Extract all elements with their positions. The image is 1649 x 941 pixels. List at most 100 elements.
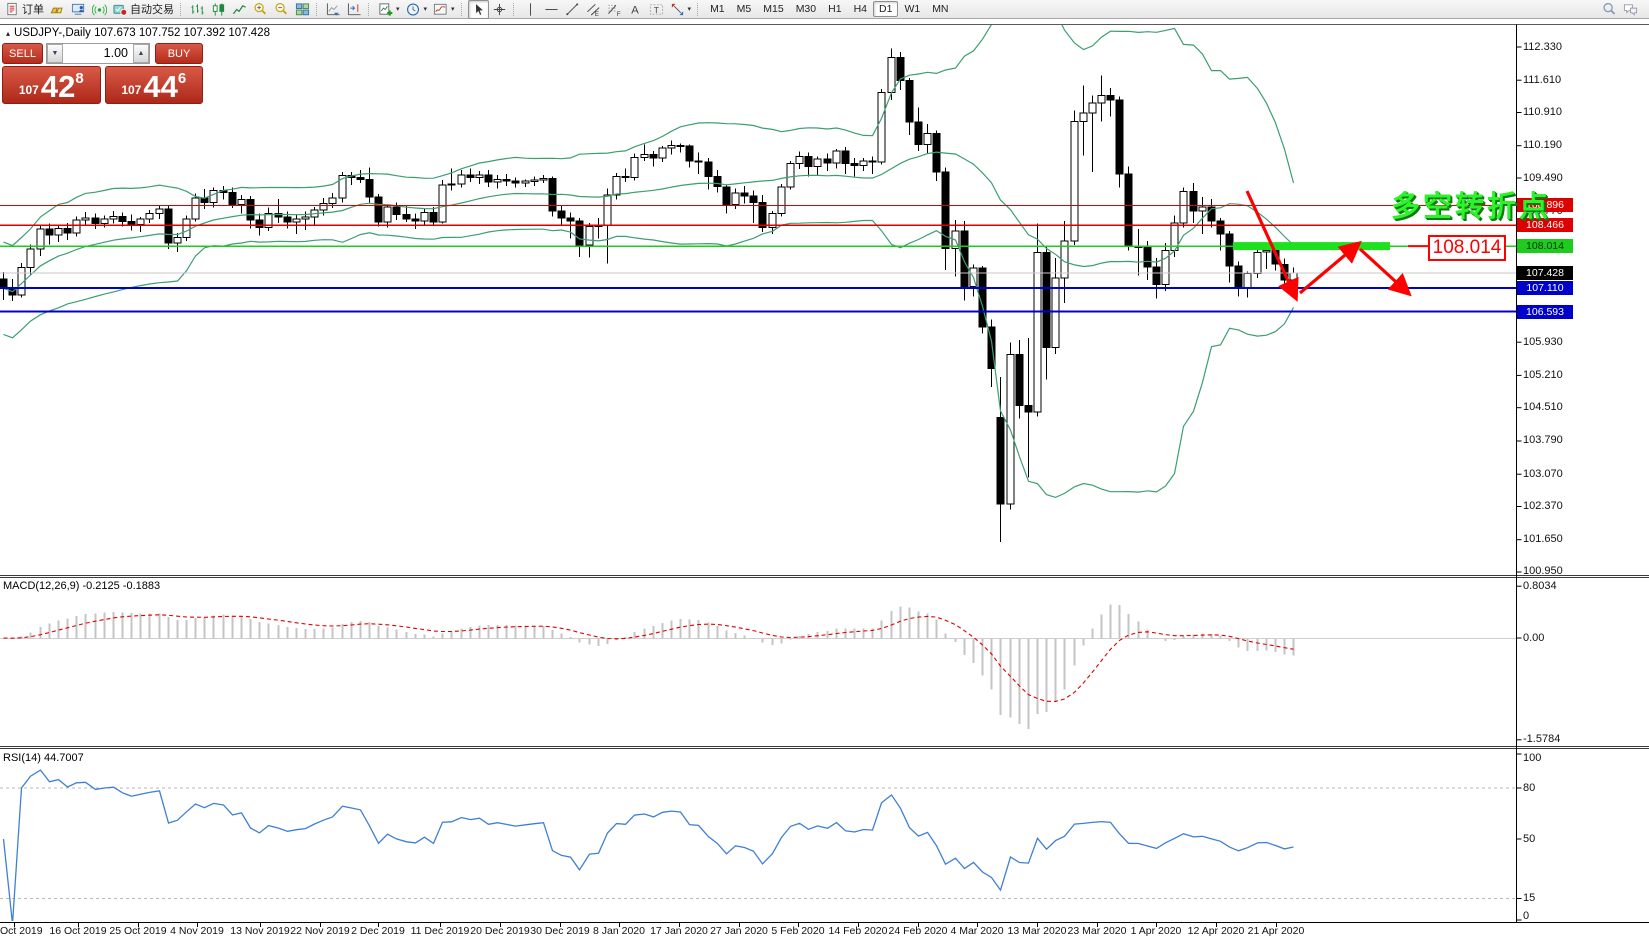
buy-price-display[interactable]: 107 44 6 [104,66,203,104]
zoomout-icon [274,2,289,17]
dropdown-caret-icon: ▾ [423,6,428,13]
timeframe-button-h1[interactable]: H1 [828,3,842,15]
macd-indicator-label: MACD(12,26,9) -0.2125 -0.1883 [3,580,161,592]
auto-scroll-button[interactable] [323,0,344,19]
gold-button[interactable] [47,0,68,19]
new-order-button-label: 订单 [22,4,44,16]
new-order-button[interactable]: 订单 [2,0,47,19]
volume-input[interactable]: 1.00 [103,46,128,60]
chartshift-icon [347,2,362,17]
autotrading-button[interactable]: 自动交易 [110,0,177,19]
gold-icon [50,2,65,17]
line-chart-button[interactable] [229,0,250,19]
autotrading-button-label: 自动交易 [130,4,174,16]
buy-price-prefix: 107 [121,83,142,97]
crosshair-icon [492,2,507,17]
cursor-button[interactable] [467,0,489,19]
horizontal-line-button[interactable] [541,0,562,19]
zoomin-icon [253,2,268,17]
buy-price-pips: 6 [177,70,187,87]
trade-panel-price-row: 107 42 8 107 44 6 [2,66,203,104]
trendline-icon [565,2,580,17]
volume-box: ▼ 1.00 ▲ [46,43,150,64]
toolbar-separator [316,2,320,16]
arrows-icon [670,2,685,17]
bars-icon [190,2,205,17]
arrows-button[interactable]: ▾ [667,0,695,19]
channel-icon: E [586,2,601,17]
volume-decrease-button[interactable]: ▼ [47,44,63,63]
svg-text:A: A [631,4,639,16]
bar-chart-button[interactable] [187,0,208,19]
search-icon [1602,2,1617,17]
turning-point-annotation: 多空转折点 [1391,191,1552,223]
zoom-in-button[interactable] [250,0,271,19]
signal-icon [92,2,107,17]
toolbar-right-group [1599,0,1641,19]
timeframe-button-m15[interactable]: M15 [763,3,784,15]
newchart-icon [378,2,393,17]
hline-icon [544,2,559,17]
candlestick-chart-button[interactable] [208,0,229,19]
community-button[interactable] [1620,0,1641,19]
terminal-icon [71,2,86,17]
timeframe-button-mn[interactable]: MN [932,3,949,15]
volume-increase-button[interactable]: ▲ [133,44,149,63]
tiles-icon [295,2,310,17]
buy-price-big: 44 [143,69,178,104]
buy-button[interactable]: BUY [155,43,203,64]
crosshair-button[interactable] [489,0,510,19]
chat-icon [1623,2,1638,17]
new-chart-button[interactable]: ▾ [375,0,403,19]
chart-title-text: USDJPY-,Daily 107.673 107.752 107.392 10… [14,27,270,39]
tile-windows-button[interactable] [292,0,313,19]
svg-text:E: E [594,11,598,17]
toolbar-separator [368,2,372,16]
equidistant-channel-button[interactable]: E [583,0,604,19]
profiles-button[interactable]: ▾ [403,0,431,19]
toolbar-separator [180,2,184,16]
autoscroll-icon [326,2,341,17]
text-label-button[interactable]: T [646,0,667,19]
timeframe-button-d1[interactable]: D1 [873,1,899,17]
timeframe-button-w1[interactable]: W1 [904,3,921,15]
timeframe-button-m1[interactable]: M1 [710,3,725,15]
text-button[interactable]: A [625,0,646,19]
autotrade-icon [113,2,128,17]
trendline-button[interactable] [562,0,583,19]
toolbar-separator [512,2,517,16]
sell-button[interactable]: SELL [2,43,43,64]
sell-price-prefix: 107 [18,83,39,97]
rsi-indicator-label: RSI(14) 44.7007 [3,752,84,764]
one-click-trading-panel: SELL ▼ 1.00 ▲ BUY 107 42 8 107 44 6 [2,43,203,104]
chart-icon: ▴ [6,28,11,38]
toolbar-separator [460,2,465,16]
fibo-icon: F [607,2,622,17]
order-icon [5,2,20,17]
chart-symbol-title: ▴ USDJPY-,Daily 107.673 107.752 107.392 … [6,27,270,39]
linechart-icon [232,2,247,17]
timeframe-button-h4[interactable]: H4 [853,3,867,15]
fibonacci-button[interactable]: F [604,0,625,19]
search-button[interactable] [1599,0,1620,19]
chart-shift-button[interactable] [344,0,365,19]
cursor-icon [471,2,486,17]
main-toolbar: 订单 自动交易 ▾ ▾ ▾ E F A T ▾ M1 M5 M15 M30 H1 H4 D1 W1 MN [0,0,1649,19]
clock-icon [406,2,421,17]
price-level-tag: 108.014 [1428,235,1506,261]
vertical-line-button[interactable] [520,0,541,19]
indicators-icon [433,2,448,17]
indicators-list-button[interactable]: ▾ [430,0,458,19]
dropdown-caret-icon: ▾ [687,6,692,13]
virtual-hosting-button[interactable] [68,0,89,19]
sell-price-pips: 8 [75,70,84,87]
zoom-out-button[interactable] [271,0,292,19]
svg-text:T: T [653,4,658,14]
timeframe-button-m5[interactable]: M5 [736,3,752,15]
toolbar-separator [697,2,701,16]
signals-button[interactable] [89,0,110,19]
trade-panel-top-row: SELL ▼ 1.00 ▲ BUY [2,43,203,64]
sell-price-display[interactable]: 107 42 8 [2,66,101,104]
timeframe-button-m30[interactable]: M30 [795,3,817,15]
